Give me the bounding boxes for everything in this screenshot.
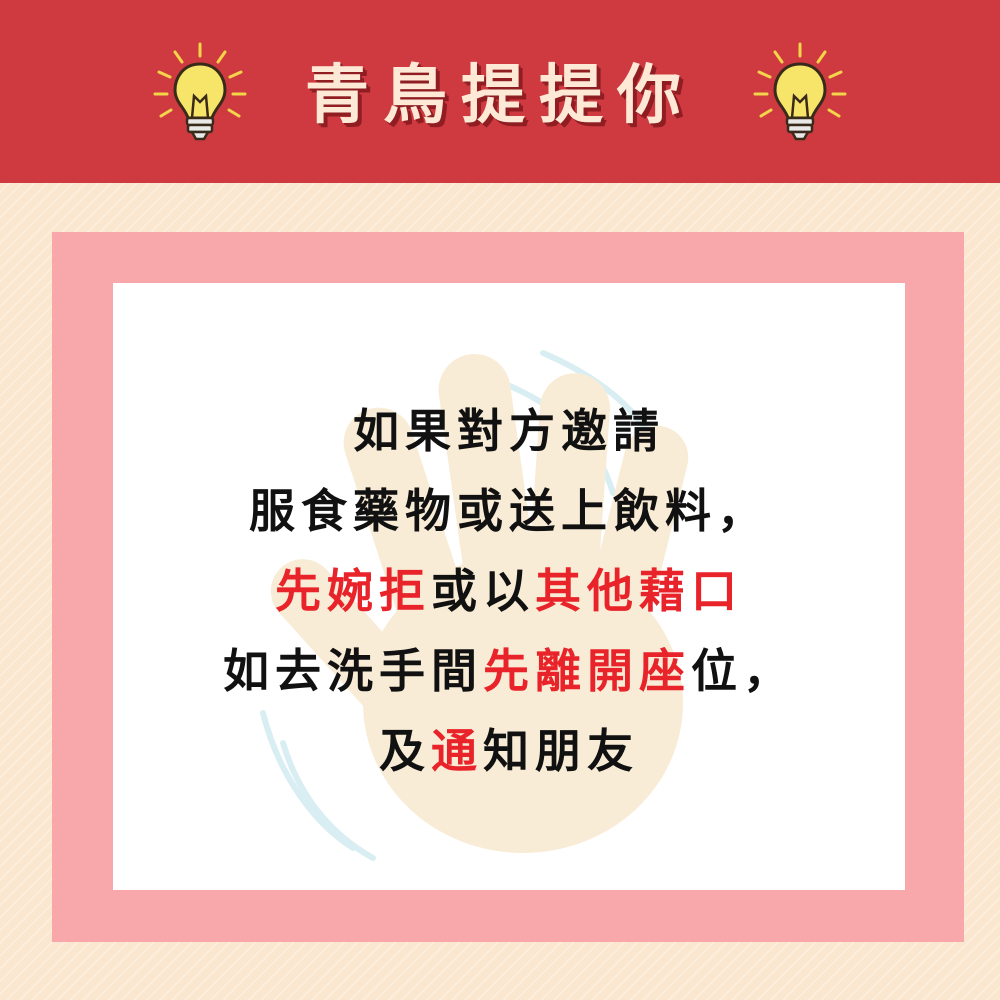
message-text: 或以 — [431, 564, 535, 618]
message-text: 如果對方邀請 — [353, 404, 665, 458]
tip-card: 如果對方邀請 服食藥物或送上飲料， 先婉拒或以其他藉口 如去洗手間先離開座位， … — [113, 283, 905, 890]
lightbulb-icon — [153, 42, 247, 141]
message-text: 及 — [379, 724, 431, 778]
message-line-4: 如去洗手間先離開座位， — [223, 631, 795, 711]
raised-hand-icon — [260, 350, 689, 861]
highlight-text: 先離開座 — [483, 644, 691, 698]
message-text: 知朋友 — [483, 724, 639, 778]
message-line-5: 及通知朋友 — [379, 711, 639, 791]
highlight-text: 通 — [431, 724, 483, 778]
highlight-text: 其他藉口 — [535, 564, 743, 618]
tip-message: 如果對方邀請 服食藥物或送上飲料， 先婉拒或以其他藉口 如去洗手間先離開座位， … — [113, 391, 905, 791]
message-text: 服食藥物或送上飲料， — [249, 484, 769, 538]
page-title: 青鳥提提你 — [305, 59, 695, 133]
message-line-1: 如果對方邀請 — [353, 391, 665, 471]
lightbulb-icon — [753, 42, 847, 141]
header-banner: 青鳥提提你 — [0, 0, 1000, 183]
highlight-text: 先婉拒 — [275, 564, 431, 618]
message-line-2: 服食藥物或送上飲料， — [249, 471, 769, 551]
message-line-3: 先婉拒或以其他藉口 — [275, 551, 743, 631]
message-text: 位， — [691, 644, 795, 698]
message-text: 如去洗手間 — [223, 644, 483, 698]
